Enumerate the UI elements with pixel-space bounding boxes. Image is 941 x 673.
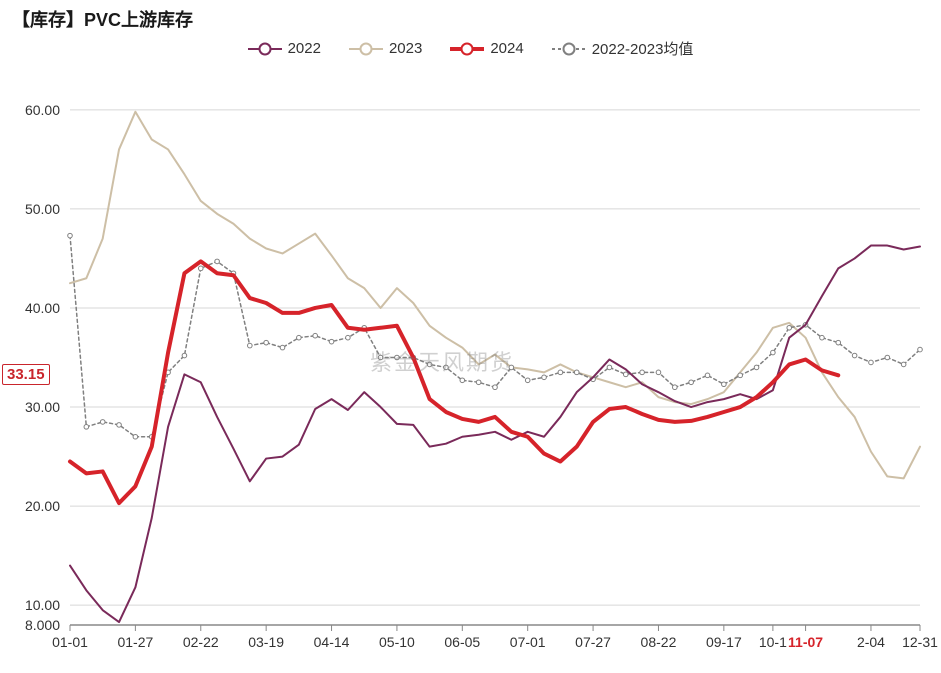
legend-swatch-2022 bbox=[248, 42, 282, 56]
svg-text:09-17: 09-17 bbox=[706, 634, 742, 650]
svg-text:50.00: 50.00 bbox=[25, 201, 60, 217]
svg-text:12-31: 12-31 bbox=[902, 634, 938, 650]
chart-svg: 8.000 10.00 20.00 30.00 40.00 50.00 60.00 01-01… bbox=[0, 70, 941, 665]
svg-text:8.000: 8.000 bbox=[25, 617, 60, 633]
svg-text:07-27: 07-27 bbox=[575, 634, 611, 650]
svg-text:01-27: 01-27 bbox=[117, 634, 153, 650]
legend-item-2023[interactable]: 2023 bbox=[349, 40, 422, 57]
svg-text:01-01: 01-01 bbox=[52, 634, 88, 650]
svg-text:08-22: 08-22 bbox=[641, 634, 677, 650]
svg-text:11-07: 11-07 bbox=[788, 634, 823, 650]
svg-text:10-1: 10-1 bbox=[759, 634, 787, 650]
legend-label: 2024 bbox=[490, 40, 523, 57]
svg-text:07-01: 07-01 bbox=[510, 634, 546, 650]
svg-text:05-10: 05-10 bbox=[379, 634, 415, 650]
legend: 2022 2023 2024 2022-2023均值 bbox=[0, 38, 941, 59]
svg-text:2-04: 2-04 bbox=[857, 634, 885, 650]
legend-swatch-avg bbox=[552, 42, 586, 56]
chart-title: 【库存】PVC上游库存 bbox=[0, 0, 941, 32]
legend-label: 2023 bbox=[389, 40, 422, 57]
legend-item-avg[interactable]: 2022-2023均值 bbox=[552, 38, 694, 59]
svg-text:02-22: 02-22 bbox=[183, 634, 219, 650]
legend-label: 2022-2023均值 bbox=[592, 38, 694, 59]
legend-swatch-2024 bbox=[450, 42, 484, 56]
svg-text:60.00: 60.00 bbox=[25, 102, 60, 118]
svg-text:10.00: 10.00 bbox=[25, 597, 60, 613]
svg-text:04-14: 04-14 bbox=[314, 634, 350, 650]
legend-label: 2022 bbox=[288, 40, 321, 57]
chart-area: 8.000 10.00 20.00 30.00 40.00 50.00 60.00 01-01… bbox=[0, 70, 941, 665]
legend-swatch-2023 bbox=[349, 42, 383, 56]
title-bracket: 【库存】 bbox=[12, 10, 84, 30]
svg-text:06-05: 06-05 bbox=[444, 634, 480, 650]
svg-text:03-19: 03-19 bbox=[248, 634, 284, 650]
value-callout: 33.15 bbox=[2, 364, 50, 385]
legend-item-2024[interactable]: 2024 bbox=[450, 40, 523, 57]
svg-text:40.00: 40.00 bbox=[25, 300, 60, 316]
legend-item-2022[interactable]: 2022 bbox=[248, 40, 321, 57]
svg-text:20.00: 20.00 bbox=[25, 498, 60, 514]
title-main: PVC上游库存 bbox=[84, 10, 193, 30]
svg-text:30.00: 30.00 bbox=[25, 399, 60, 415]
